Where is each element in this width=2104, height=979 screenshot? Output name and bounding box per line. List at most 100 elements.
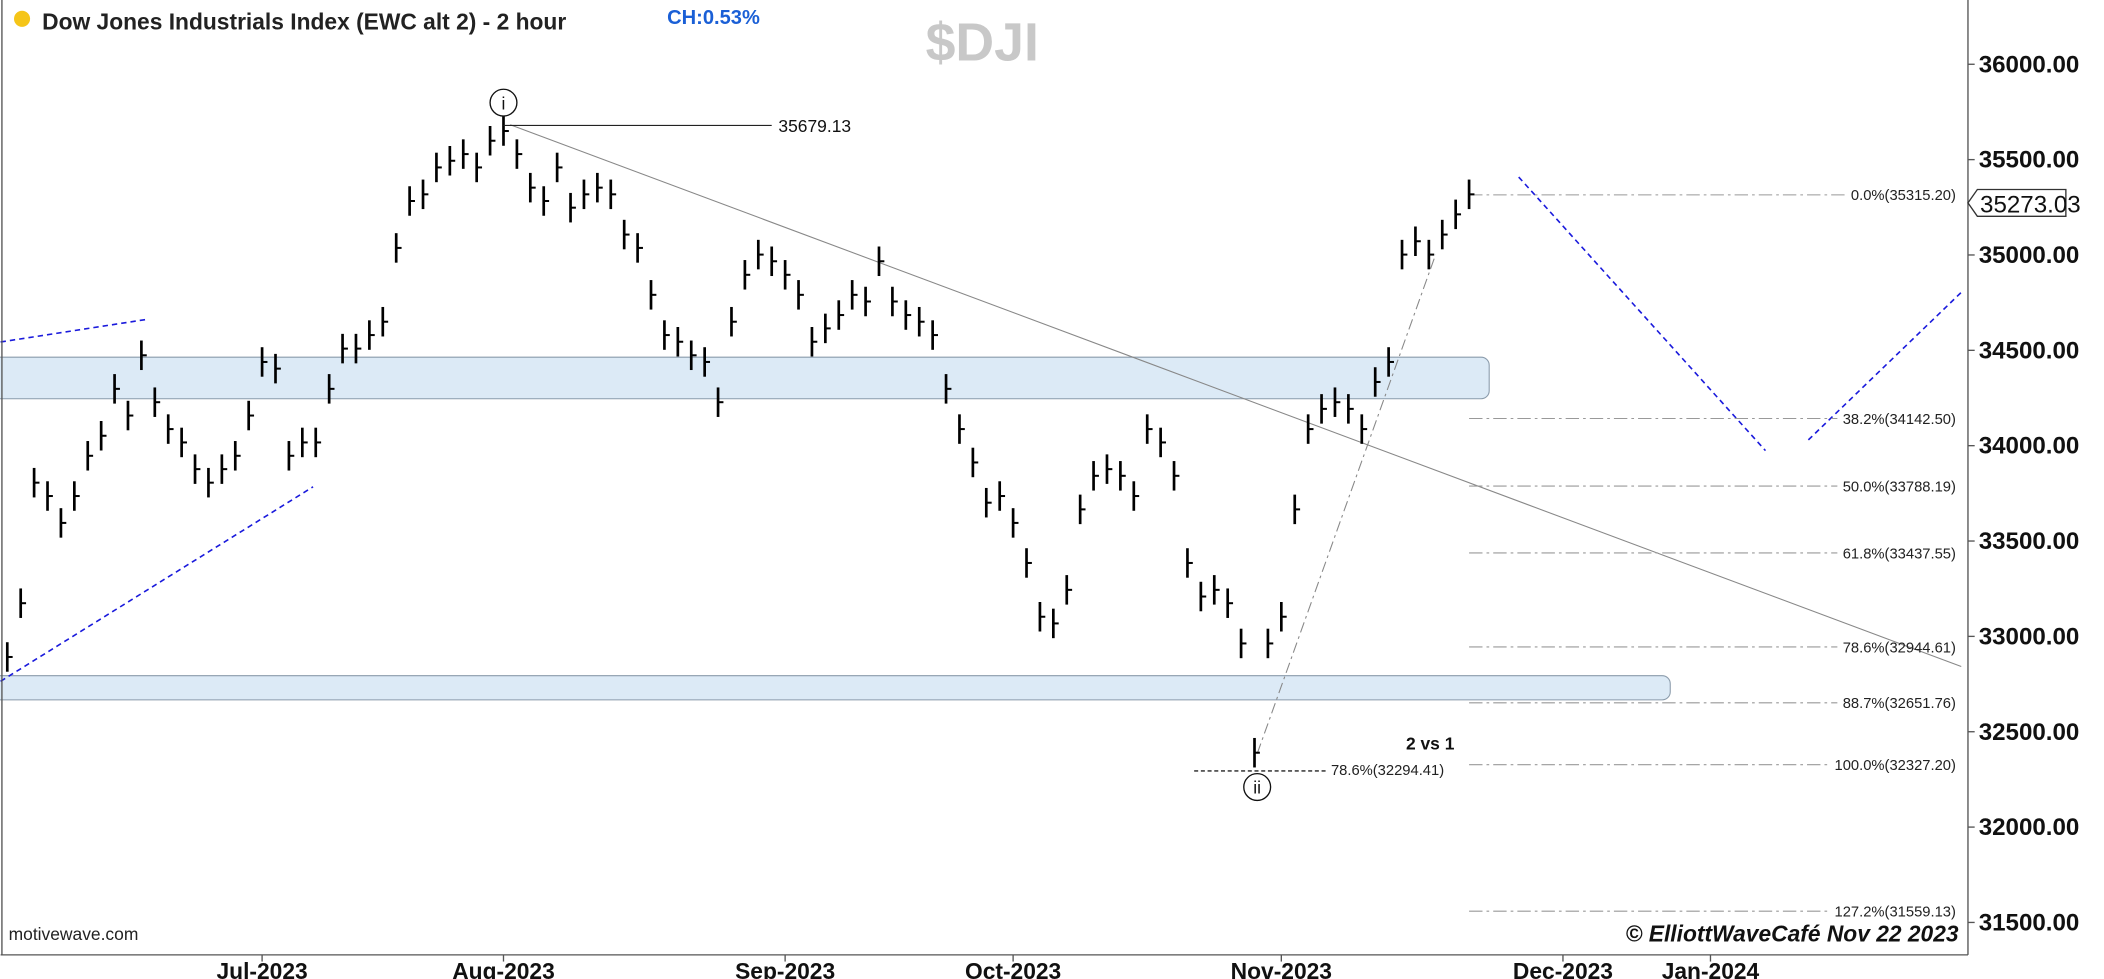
price-bar (676, 326, 684, 357)
price-bar (756, 239, 764, 270)
price-bar (569, 192, 576, 223)
price-bar (958, 414, 965, 444)
price-bar (689, 340, 697, 371)
trendline (510, 124, 1962, 668)
price-bar (1293, 494, 1301, 525)
price-bar (502, 116, 509, 146)
price-bar (636, 233, 643, 263)
fib-label: 61.8%(33437.55) (1843, 546, 1956, 562)
status-dot (13, 10, 31, 27)
price-bar (46, 481, 53, 511)
price-bar (113, 374, 120, 404)
price-bar (72, 481, 80, 511)
price-bar (1145, 414, 1153, 444)
zones (0, 356, 1671, 701)
price-bar (555, 152, 563, 183)
price-bar (287, 441, 295, 471)
price-bar (153, 387, 161, 417)
x-tick-label: Dec-2023 (1513, 958, 1613, 979)
y-tick-label: 31500.00 (1979, 909, 2080, 936)
price-bar (1159, 427, 1166, 458)
fib-label: 38.2%(34142.50) (1843, 412, 1956, 428)
price-bar (126, 400, 134, 431)
x-tick-label: Oct-2023 (965, 958, 1061, 979)
price-bar (421, 179, 429, 210)
x-tick-label: Jul-2023 (217, 958, 308, 979)
price-bar (596, 172, 603, 203)
price-bar (904, 300, 912, 330)
price-bar (368, 320, 375, 350)
price-bar (408, 186, 415, 216)
price-bar (180, 427, 187, 458)
price-bar (1266, 628, 1274, 659)
price-bar (1052, 608, 1059, 639)
price-bar (1414, 226, 1421, 256)
price-bar (716, 387, 724, 417)
price-bar (1186, 548, 1193, 578)
wave-circle (489, 88, 518, 117)
price-bar (542, 186, 550, 216)
price-bar (1320, 394, 1327, 424)
price-bar (810, 326, 818, 357)
price-bar (461, 139, 469, 169)
price-bar (1427, 239, 1435, 270)
price-bar (488, 125, 496, 156)
projection (1518, 176, 1767, 452)
price-bar (824, 313, 831, 344)
change: CH:0.53% (667, 7, 760, 29)
annotation: 2 vs 1 (1406, 733, 1455, 753)
price-bar (1212, 575, 1220, 605)
price-bar (1387, 347, 1394, 377)
price-bar (166, 414, 174, 444)
price-bar (207, 467, 214, 498)
price-bar (515, 139, 523, 169)
x-tick-label: Nov-2023 (1231, 958, 1332, 979)
x-tick-label: Sep-2023 (735, 958, 835, 979)
copyright: © ElliottWaveCafé Nov 22 2023 (1626, 920, 1959, 946)
price-bar (1226, 588, 1234, 618)
price-bar (1239, 628, 1247, 659)
price-bar (1347, 394, 1354, 424)
y-tick-label: 34000.00 (1979, 433, 2080, 460)
zone (0, 356, 1490, 400)
price-bar (971, 447, 979, 478)
price-bar (19, 588, 27, 618)
trendline (0, 486, 314, 682)
price-bar (797, 280, 804, 310)
y-tick-label: 34500.00 (1979, 337, 2080, 364)
price-bar (1373, 367, 1381, 397)
price-bar (1400, 239, 1408, 270)
price-bar (998, 481, 1006, 511)
wave-high-label: 35679.13 (778, 116, 851, 136)
chart-title: Dow Jones Industrials Index (EWC alt 2) … (42, 9, 566, 35)
price-bar (1011, 508, 1019, 538)
price-bar (850, 280, 858, 310)
price-bar (59, 508, 67, 538)
price-bar (247, 400, 255, 431)
price-bar (327, 374, 335, 404)
fib-label: 127.2%(31559.13) (1835, 905, 1956, 921)
price-bar (582, 179, 590, 210)
wave-label: ii (1253, 778, 1261, 798)
price-bar (300, 427, 308, 458)
price-bar (1105, 454, 1113, 484)
fib-label: 100.0%(32327.20) (1835, 758, 1956, 774)
price-bar (381, 306, 389, 337)
price-bar (1360, 414, 1368, 444)
price-bar (314, 427, 322, 458)
price-bar (1038, 601, 1046, 632)
price-bar (274, 353, 281, 384)
price-bar (1025, 548, 1032, 578)
price-bar (730, 306, 737, 337)
y-tick-label: 32500.00 (1979, 719, 2080, 746)
fib-anchor (1256, 254, 1437, 754)
price-bar (528, 172, 536, 203)
price-bar (783, 260, 791, 290)
y-tick-label: 33000.00 (1979, 623, 2080, 650)
price-bar (770, 246, 778, 277)
price-bar (984, 487, 992, 518)
price-bar (32, 467, 40, 498)
fib-label: 0.0%(35315.20) (1851, 188, 1956, 204)
y-tick-label: 35000.00 (1979, 242, 2080, 269)
